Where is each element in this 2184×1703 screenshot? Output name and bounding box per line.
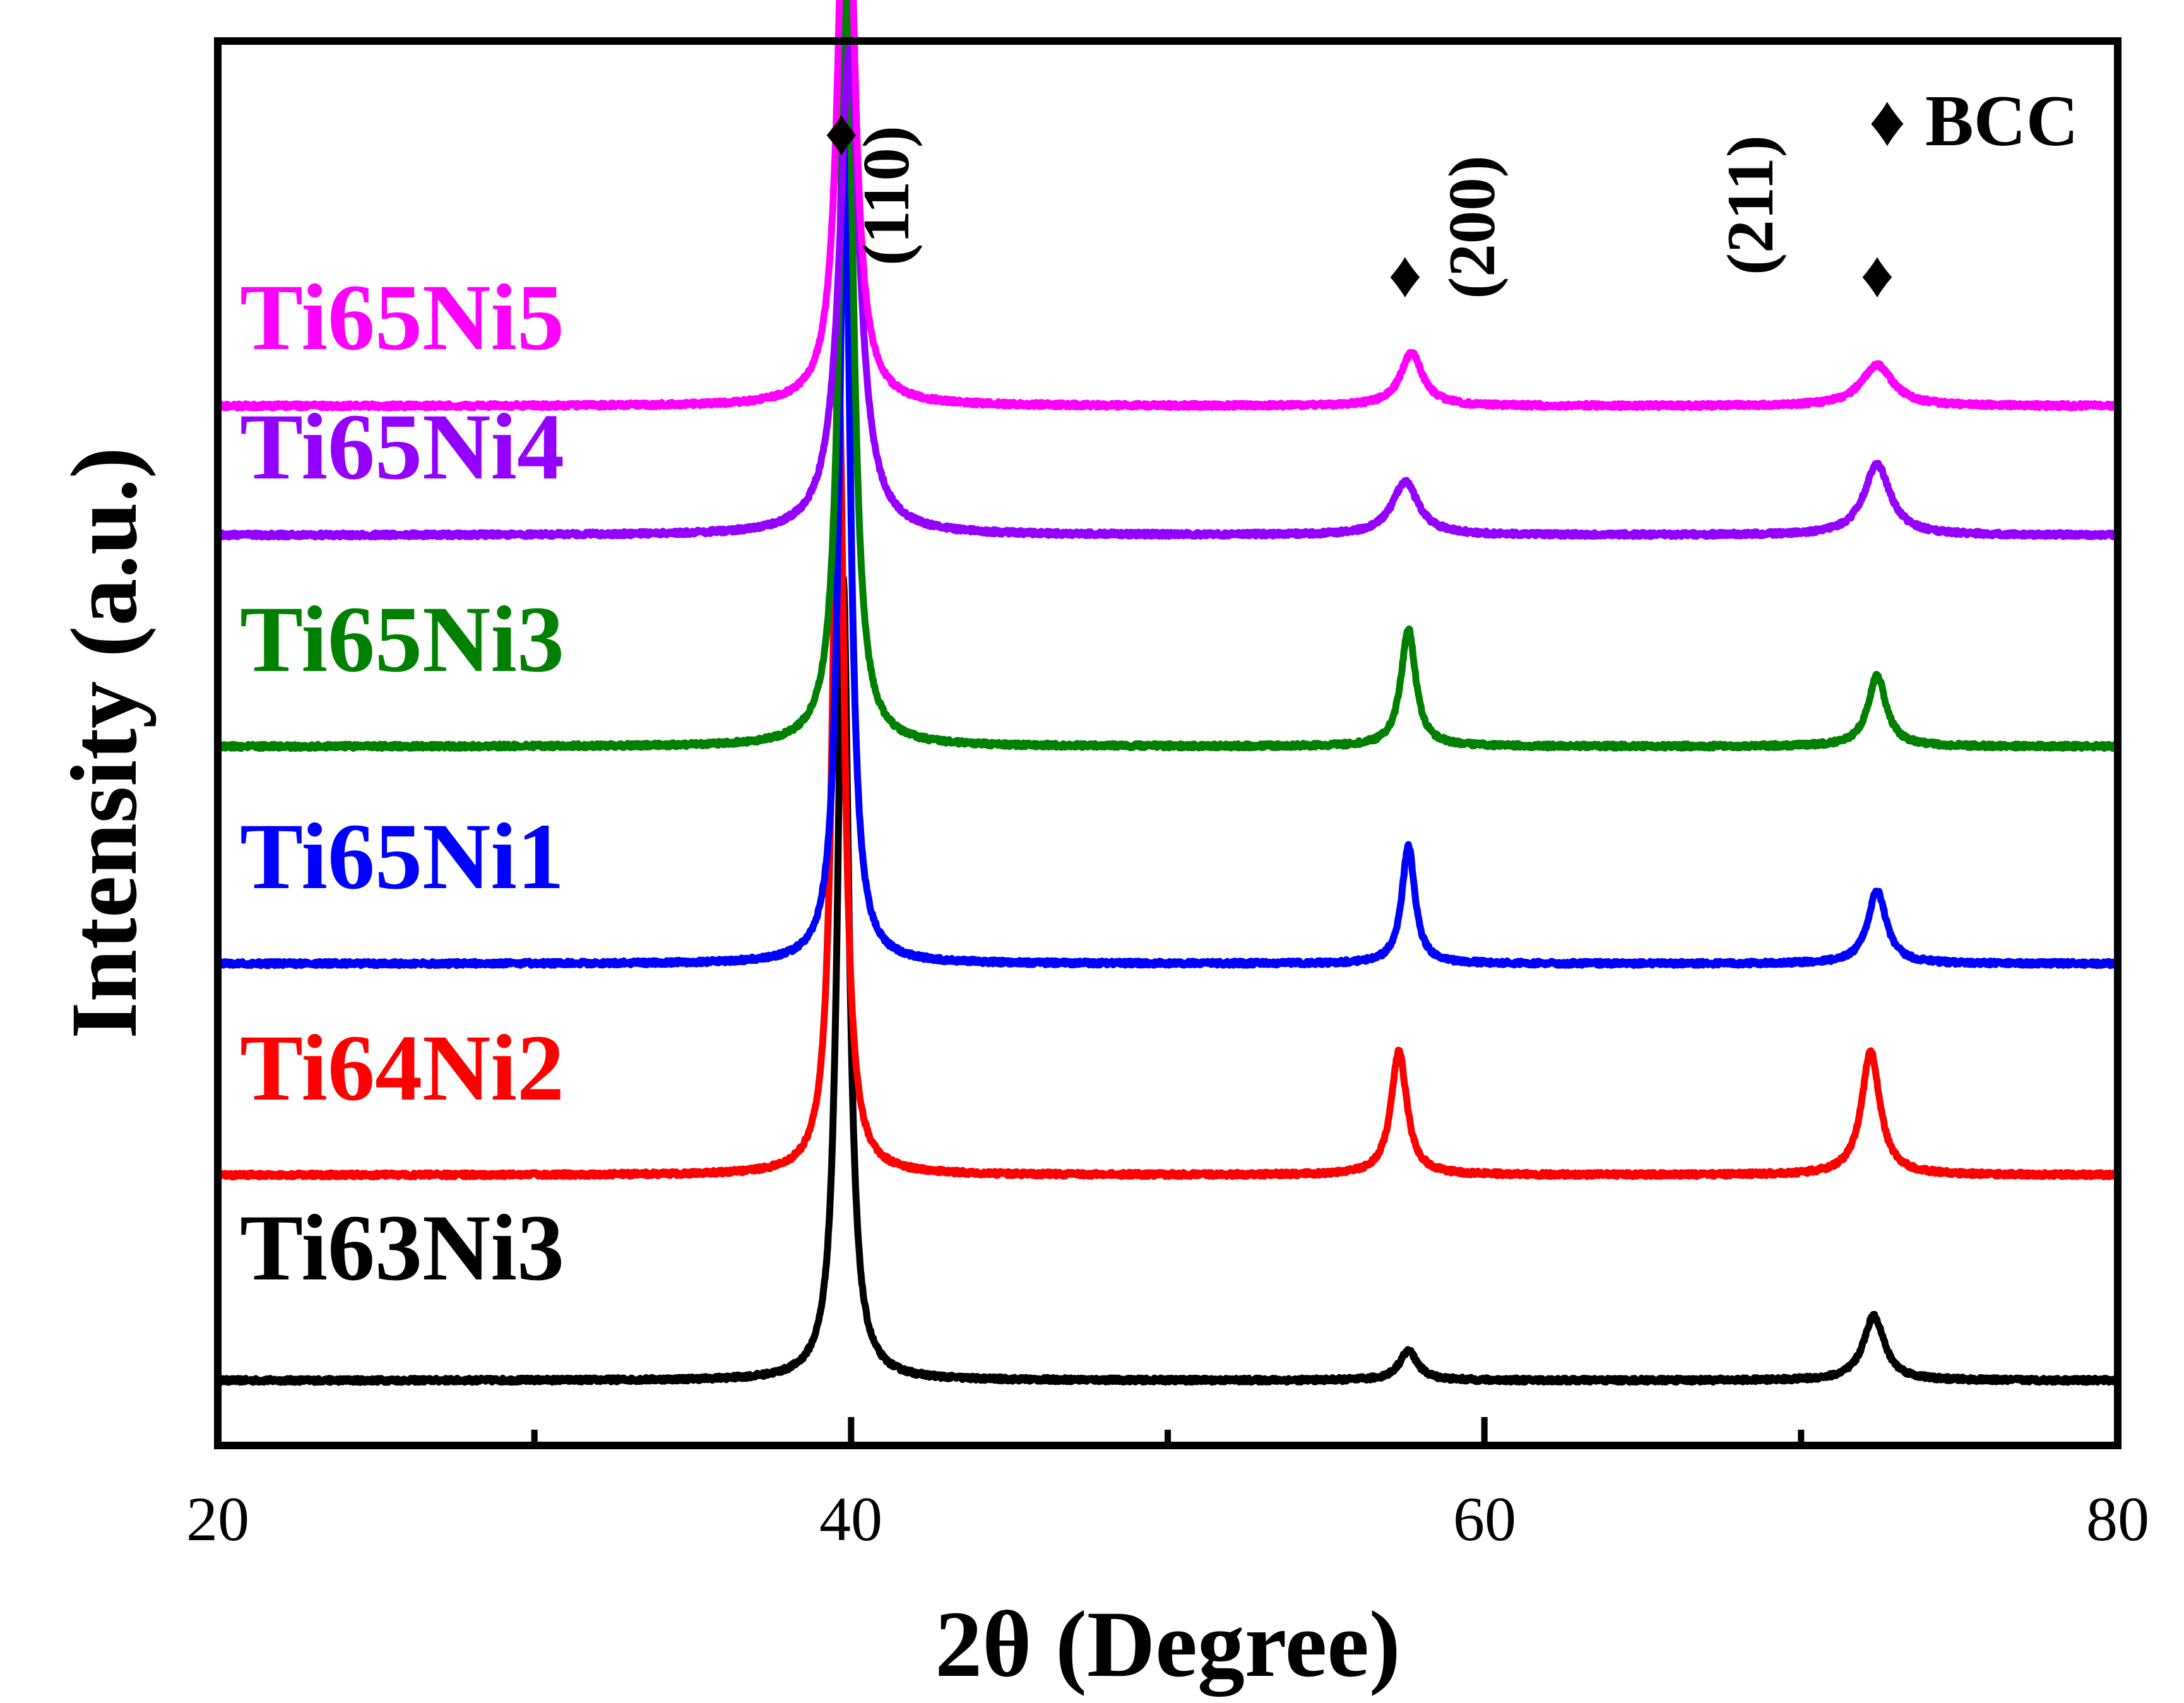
series-label-ti65ni1: Ti65Ni1 [240,804,564,909]
series-layer: Ti63Ni3 Ti64Ni2 Ti65Ni1 Ti65Ni3 Ti65Ni4 Ti65N… [214,0,2122,1386]
series-line-ti65ni3 [215,0,2121,752]
peak-label-110: (110) [849,126,923,266]
peak-marker-110: ♦ [824,95,858,169]
series-line-ti65ni1 [215,145,2121,970]
series-label-ti65ni3: Ti65Ni3 [240,587,564,692]
annotation-layer: ♦(110)♦ (200) ♦(211)♦ BCC [824,81,2079,311]
peak-label-211: (211) [1713,135,1787,275]
legend-label: BCC [1925,81,2079,161]
series-line-ti64ni2 [214,354,2121,1181]
x-tick-label: 20 [186,1484,249,1554]
x-axis-ticks: 20 40 60 80 [186,1417,2149,1554]
peak-marker-211: ♦ [1860,237,1894,311]
series-line-ti65ni5 [214,0,2122,412]
series-line-ti63ni3 [214,574,2122,1386]
series-line-ti65ni4 [214,44,2122,541]
peak-marker-200: ♦ [1388,237,1422,311]
x-tick-label: 40 [819,1484,882,1554]
x-tick-label: 80 [2086,1484,2149,1554]
series-label-ti64ni2: Ti64Ni2 [240,1016,564,1120]
series-label-ti65ni4: Ti65Ni4 [240,395,564,499]
series-label-ti65ni5: Ti65Ni5 [240,265,564,370]
y-axis-title: Intensity (a.u.) [52,447,157,1039]
x-tick-label: 60 [1453,1484,1516,1554]
x-axis-title: 2θ (Degree) [935,1592,1401,1697]
peak-label-200: (200) [1435,155,1509,299]
legend-marker: ♦ [1869,81,1906,161]
series-label-ti63ni3: Ti63Ni3 [240,1196,564,1300]
